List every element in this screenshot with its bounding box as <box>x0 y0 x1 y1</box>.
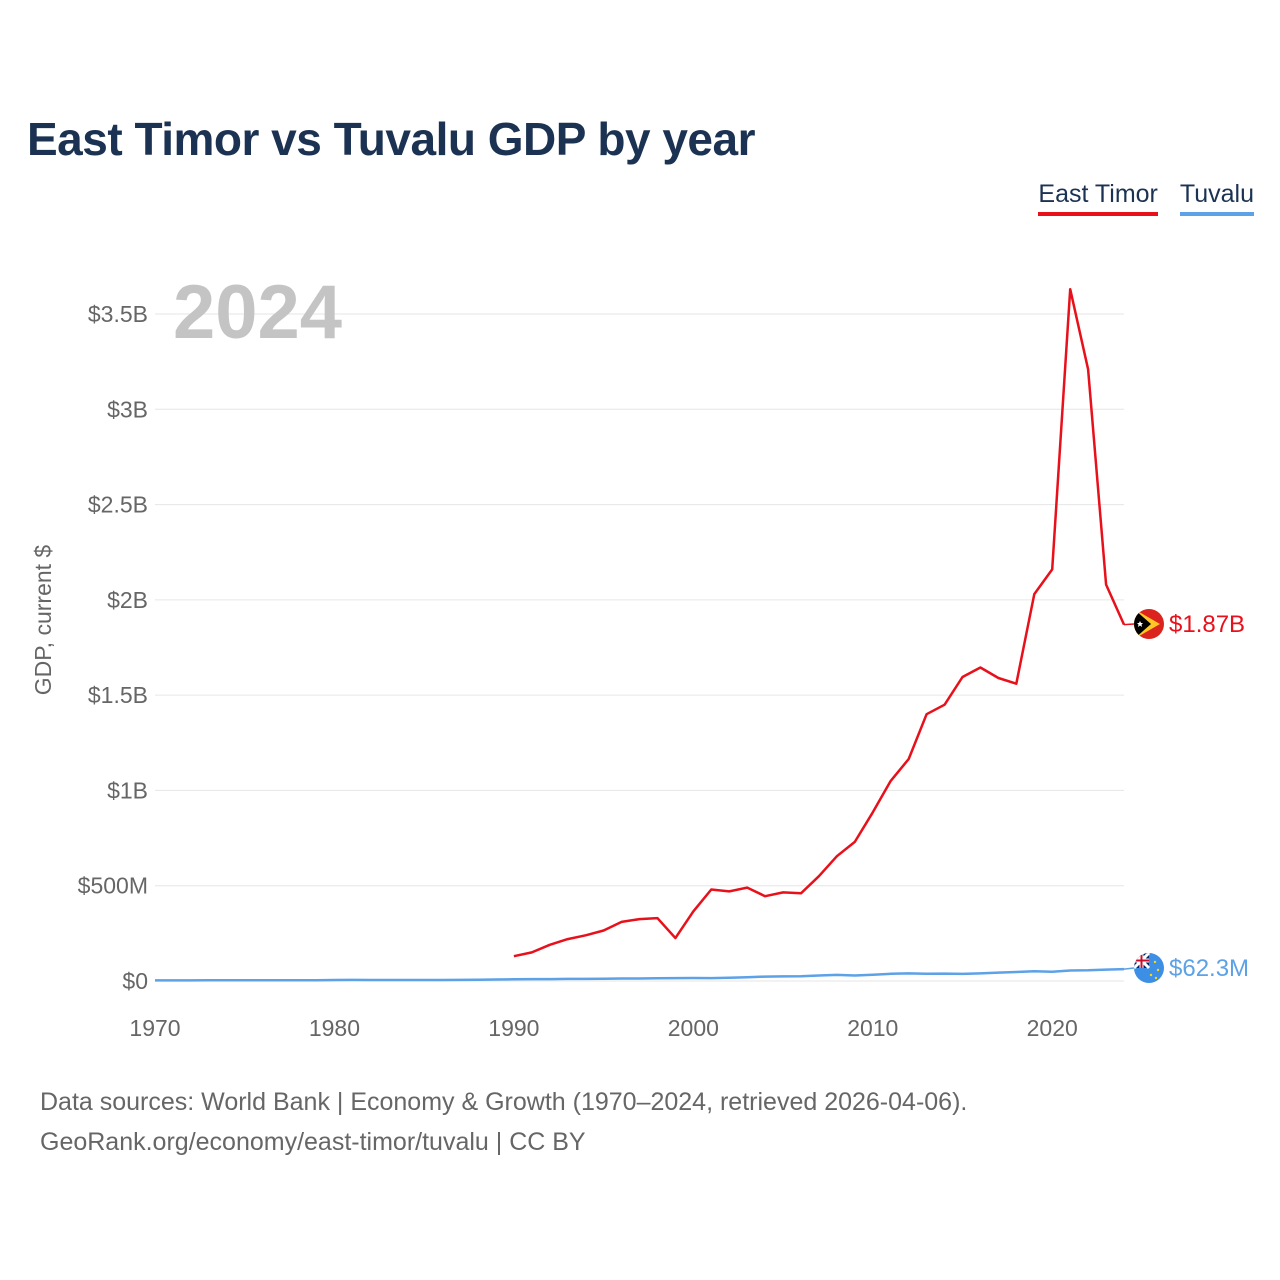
y-tick-label: $3.5B <box>88 301 148 327</box>
source-note: Data sources: World Bank | Economy & Gro… <box>40 1082 967 1162</box>
x-tick-label: 1980 <box>309 1015 360 1041</box>
y-tick-label: $3B <box>107 396 148 422</box>
series-line-east-timor[interactable] <box>513 287 1126 958</box>
gdp-line-chart: $0 $500M $1B $1.5B $2B $2.5B $3B $3.5B 1970 1980… <box>30 270 1249 1041</box>
y-tick-label: $2B <box>107 587 148 613</box>
x-tick-label: 1990 <box>488 1015 539 1041</box>
x-tick-label: 2010 <box>847 1015 898 1041</box>
x-tick-label: 2000 <box>668 1015 719 1041</box>
y-tick-label: $1.5B <box>88 682 148 708</box>
x-tick-label: 1970 <box>129 1015 180 1041</box>
legend-item-tuvalu[interactable]: Tuvalu <box>1179 180 1254 216</box>
y-tick-label: $0 <box>122 968 148 994</box>
end-label-east-timor: $1.87B <box>1169 611 1245 638</box>
tuvalu-flag-icon <box>1134 953 1164 983</box>
y-tick-label: $1B <box>107 777 148 803</box>
x-tick-label: 2020 <box>1027 1015 1078 1041</box>
source-line-2: GeoRank.org/economy/east-timor/tuvalu | … <box>40 1128 586 1156</box>
legend-item-east-timor[interactable]: East Timor <box>1038 180 1158 216</box>
year-label: 2024 <box>173 270 342 355</box>
y-tick-label: $500M <box>78 873 148 899</box>
y-axis-label: GDP, current $ <box>30 545 56 696</box>
page-title: East Timor vs Tuvalu GDP by year <box>27 113 755 165</box>
end-connector <box>1123 623 1135 626</box>
source-line-1: Data sources: World Bank | Economy & Gro… <box>40 1088 968 1116</box>
end-connector <box>1123 967 1135 970</box>
east-timor-flag-icon <box>1134 609 1164 639</box>
y-tick-label: $2.5B <box>88 492 148 518</box>
legend: East Timor Tuvalu <box>1038 180 1254 216</box>
series-line-tuvalu[interactable] <box>155 967 1125 982</box>
end-label-tuvalu: $62.3M <box>1169 955 1249 982</box>
